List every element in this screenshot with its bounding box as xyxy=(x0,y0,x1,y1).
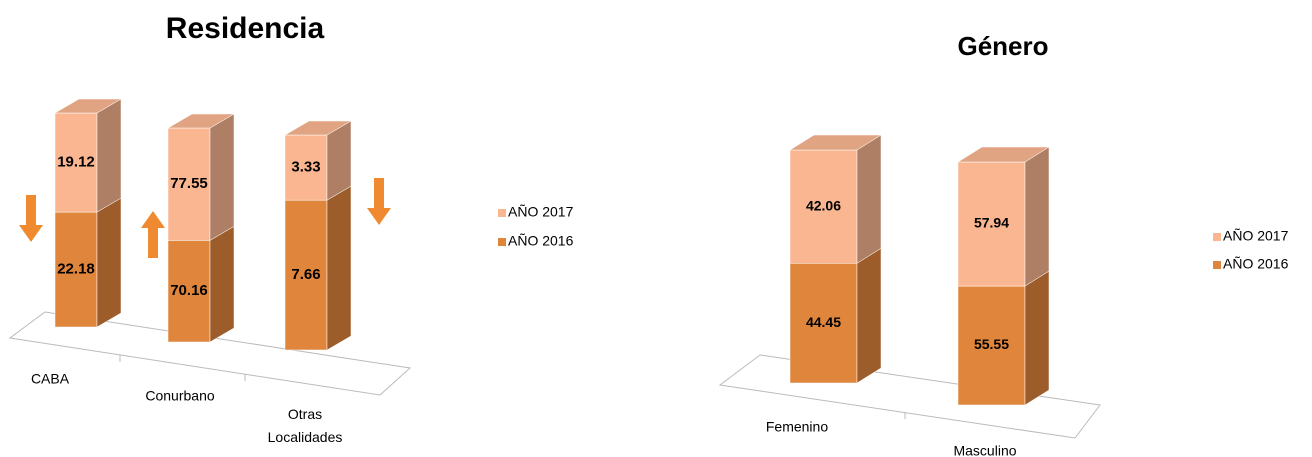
bar-segment xyxy=(284,185,352,351)
chart-title: Residencia xyxy=(166,12,325,45)
legend-label: AÑO 2016 xyxy=(1223,256,1289,272)
bar-front xyxy=(54,112,98,213)
bar-segment xyxy=(284,120,352,201)
value-label: 70.16 xyxy=(170,282,208,299)
value-label: 55.55 xyxy=(974,336,1009,352)
x-tick-label-line: Otras xyxy=(288,406,322,422)
legend-label: AÑO 2017 xyxy=(508,204,574,220)
bar-segment xyxy=(957,270,1050,406)
x-tick-label-line: Localidades xyxy=(268,429,343,445)
legend-swatch xyxy=(498,238,506,246)
bar-segment xyxy=(957,146,1050,287)
value-label: 3.33 xyxy=(291,159,320,176)
value-label: 44.45 xyxy=(806,314,841,330)
bar-segment xyxy=(54,98,122,213)
bar-front xyxy=(284,134,328,201)
bar-side xyxy=(96,98,122,213)
bar-segment xyxy=(167,113,235,241)
legend-label: AÑO 2016 xyxy=(508,233,574,249)
arrow-down xyxy=(367,178,391,225)
arrow-down xyxy=(19,195,43,242)
value-label: 57.94 xyxy=(974,215,1009,231)
value-label: 77.55 xyxy=(170,175,208,192)
arrow-up xyxy=(141,211,165,258)
bar-side xyxy=(1024,146,1050,287)
chart-title: Género xyxy=(957,31,1048,61)
x-tick-label: Masculino xyxy=(953,443,1016,457)
bar-top xyxy=(789,134,882,151)
bar-front xyxy=(789,149,858,264)
bar-side xyxy=(209,113,235,241)
bar-side xyxy=(1024,270,1050,406)
legend-swatch xyxy=(1213,261,1221,269)
bar-front xyxy=(54,211,98,328)
legend-swatch xyxy=(498,209,506,217)
bar-front xyxy=(957,161,1026,287)
bar-side xyxy=(856,247,882,384)
bar-top xyxy=(284,120,352,136)
floor xyxy=(718,354,1101,439)
value-label: 42.06 xyxy=(806,197,841,213)
x-tick-label: Otras Localidades xyxy=(268,406,343,445)
bar-top xyxy=(54,98,122,114)
bar-front xyxy=(957,285,1026,406)
x-tick-label: Femenino xyxy=(766,419,828,435)
x-tick-label: CABA xyxy=(31,371,70,387)
bar-top xyxy=(167,113,235,129)
bar-side xyxy=(326,185,352,351)
bar-side xyxy=(209,225,235,343)
legend-swatch xyxy=(1213,233,1221,241)
bar-segment xyxy=(789,134,882,264)
bar-side xyxy=(856,134,882,264)
bar-top xyxy=(957,146,1050,163)
x-tick-label: Conurbano xyxy=(145,388,214,404)
bar-front xyxy=(789,263,858,384)
value-label: 22.18 xyxy=(57,261,95,278)
bar-segment xyxy=(167,225,235,343)
value-label: 7.66 xyxy=(291,266,320,283)
value-label: 19.12 xyxy=(57,154,95,171)
floor xyxy=(8,311,412,396)
bar-front xyxy=(284,199,328,351)
bar-side xyxy=(96,197,122,328)
bar-front xyxy=(167,127,211,241)
legend-label: AÑO 2017 xyxy=(1223,228,1289,244)
bar-segment xyxy=(789,247,882,384)
